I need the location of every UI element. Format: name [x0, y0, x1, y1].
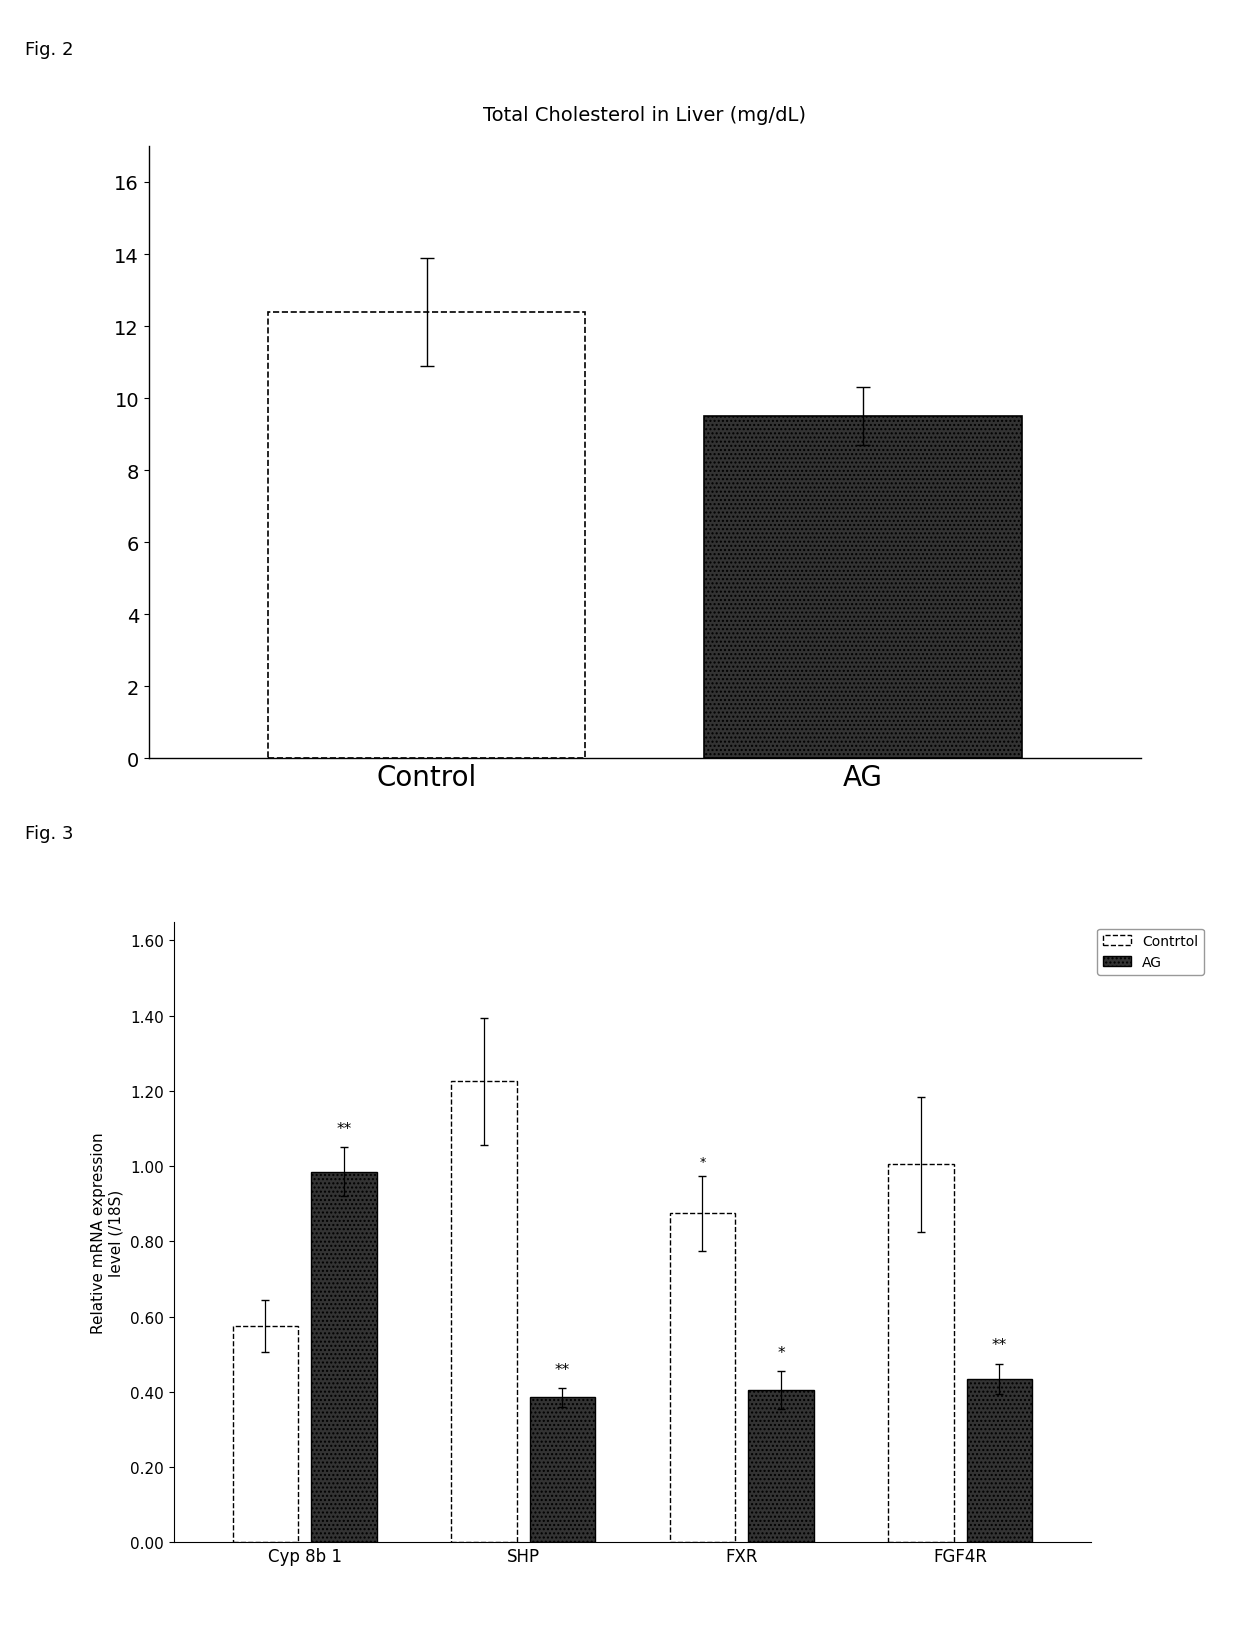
- Bar: [311, 1172, 377, 1542]
- Bar: [233, 1327, 298, 1542]
- Bar: [748, 1390, 813, 1542]
- Y-axis label: Relative mRNA expression
level (/18S): Relative mRNA expression level (/18S): [91, 1131, 123, 1333]
- Legend: Contrtol, AG: Contrtol, AG: [1097, 929, 1204, 974]
- Bar: [451, 1082, 517, 1542]
- Bar: [967, 1379, 1032, 1542]
- Text: Total Cholesterol in Liver (mg/dL): Total Cholesterol in Liver (mg/dL): [484, 106, 806, 126]
- Text: *: *: [699, 1155, 706, 1169]
- Bar: [268, 312, 585, 759]
- Text: Fig. 3: Fig. 3: [25, 824, 73, 842]
- Text: **: **: [554, 1361, 570, 1377]
- Text: *: *: [777, 1345, 785, 1359]
- Bar: [704, 416, 1022, 759]
- Bar: [888, 1165, 954, 1542]
- Text: **: **: [992, 1338, 1007, 1353]
- Text: **: **: [336, 1121, 352, 1136]
- Bar: [670, 1213, 735, 1542]
- Bar: [529, 1397, 595, 1542]
- Text: Fig. 2: Fig. 2: [25, 41, 73, 59]
